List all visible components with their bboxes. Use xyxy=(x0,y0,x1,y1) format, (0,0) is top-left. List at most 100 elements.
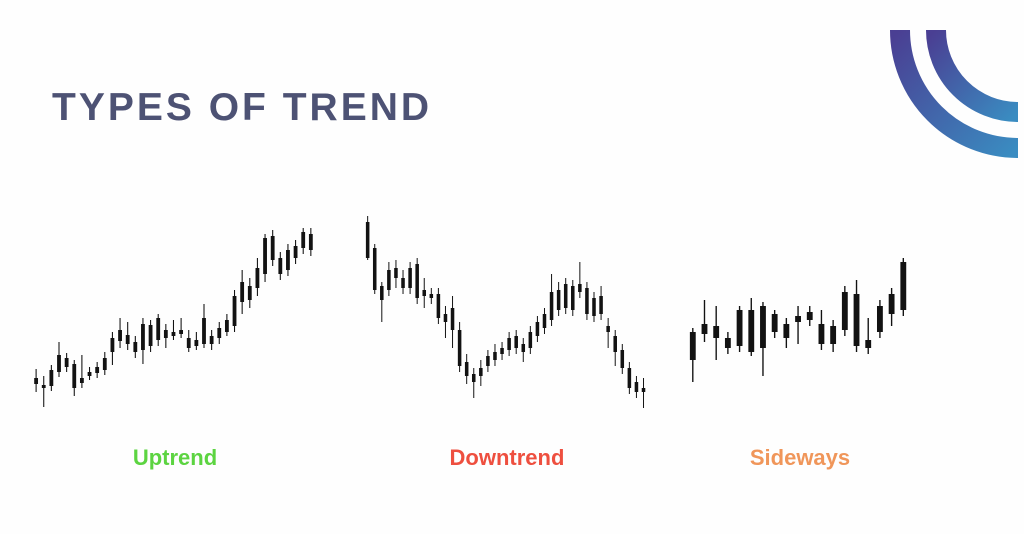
candle-body xyxy=(118,330,122,341)
candle-body xyxy=(493,352,497,360)
candle-wick xyxy=(579,262,581,298)
candle-body xyxy=(450,308,455,330)
candle-body xyxy=(387,270,391,290)
candle-body xyxy=(500,348,504,354)
candle-body xyxy=(535,322,540,336)
candle-body xyxy=(365,222,370,258)
candle-body xyxy=(514,336,518,348)
candle-body xyxy=(436,294,441,318)
candle-body xyxy=(57,355,61,372)
candle-wick xyxy=(180,318,182,338)
candle-wick xyxy=(607,318,609,348)
candle-body xyxy=(613,336,617,352)
candle-body xyxy=(599,296,603,314)
candle-body xyxy=(247,286,252,300)
candle-body xyxy=(34,378,39,384)
candle-body xyxy=(556,290,561,310)
candle-body xyxy=(486,356,490,366)
candle-body xyxy=(286,250,290,270)
candle-body xyxy=(87,372,92,376)
candle-body xyxy=(133,342,138,352)
candle-body xyxy=(701,324,708,334)
candle-body xyxy=(240,282,245,302)
candle-body xyxy=(841,292,848,330)
candle-body xyxy=(549,292,554,320)
candle-body xyxy=(521,344,526,352)
candle-body xyxy=(795,316,801,322)
candle-body xyxy=(760,306,766,348)
candle-body xyxy=(471,374,476,382)
candle-body xyxy=(713,326,720,338)
candle-body xyxy=(900,262,907,310)
candle-wick xyxy=(643,378,645,408)
candle-body xyxy=(232,296,237,326)
candle-body xyxy=(578,284,582,292)
candle-body xyxy=(634,382,639,392)
candle-body xyxy=(401,278,405,288)
candle-body xyxy=(148,325,153,346)
candle-wick xyxy=(172,320,175,340)
candle-body xyxy=(620,350,625,368)
candle-body xyxy=(64,358,69,367)
concentric-arcs-logo xyxy=(878,24,1024,170)
candle-body xyxy=(853,294,860,346)
candle-body xyxy=(110,338,115,352)
page-title: TYPES OF TREND xyxy=(52,86,433,129)
candle-body xyxy=(408,268,412,288)
candle-body xyxy=(783,324,790,338)
candle-body xyxy=(202,318,206,344)
candle-body xyxy=(394,268,398,278)
candle-body xyxy=(585,288,589,314)
candle-body xyxy=(689,332,696,360)
candle-body xyxy=(415,264,419,298)
candle-body xyxy=(255,268,260,288)
candle-body xyxy=(627,368,632,388)
candle-body xyxy=(41,385,46,388)
candle-body xyxy=(156,318,161,340)
arc-outer xyxy=(890,29,1019,158)
candle-body xyxy=(563,284,568,308)
candle-body xyxy=(876,306,883,332)
candle-body xyxy=(301,232,306,248)
candle-body xyxy=(865,340,872,348)
candle-body xyxy=(724,338,731,348)
candle-body xyxy=(102,358,107,370)
candle-body xyxy=(186,338,191,348)
candle-body xyxy=(209,336,214,344)
candle-body xyxy=(748,310,755,352)
candle-wick xyxy=(473,368,475,398)
chart-sideways xyxy=(685,210,915,410)
candle-body xyxy=(263,238,267,274)
candle-body xyxy=(380,286,384,300)
candle-body xyxy=(464,362,469,376)
candle-wick xyxy=(43,376,45,407)
candle-body xyxy=(125,335,130,344)
candle-body xyxy=(308,234,313,250)
candle-body xyxy=(888,294,895,314)
candle-body xyxy=(72,364,77,388)
candle-body xyxy=(422,290,427,296)
candle-body xyxy=(542,314,547,328)
candle-wick xyxy=(81,355,83,388)
candle-body xyxy=(141,324,145,350)
candle-wick xyxy=(381,282,383,322)
candle-body xyxy=(771,314,778,332)
candle-wick xyxy=(867,318,869,354)
candle-body xyxy=(507,338,511,350)
candle-body xyxy=(606,326,610,332)
candle-body xyxy=(217,328,222,338)
candle-body xyxy=(171,332,176,336)
chart-uptrend xyxy=(30,210,320,410)
candle-body xyxy=(806,312,813,320)
candle-body xyxy=(224,320,229,332)
downtrend-candlestick-plot xyxy=(365,216,646,408)
candle-body xyxy=(49,370,54,386)
candle-wick xyxy=(703,300,706,342)
sideways-candlestick-plot xyxy=(689,258,907,382)
candle-body xyxy=(443,314,448,322)
candle-body xyxy=(194,340,199,346)
candle-body xyxy=(571,286,575,310)
candle-body xyxy=(79,378,84,383)
candle-body xyxy=(736,310,743,346)
